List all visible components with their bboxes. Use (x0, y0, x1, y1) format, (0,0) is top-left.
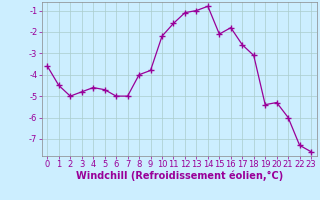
X-axis label: Windchill (Refroidissement éolien,°C): Windchill (Refroidissement éolien,°C) (76, 171, 283, 181)
